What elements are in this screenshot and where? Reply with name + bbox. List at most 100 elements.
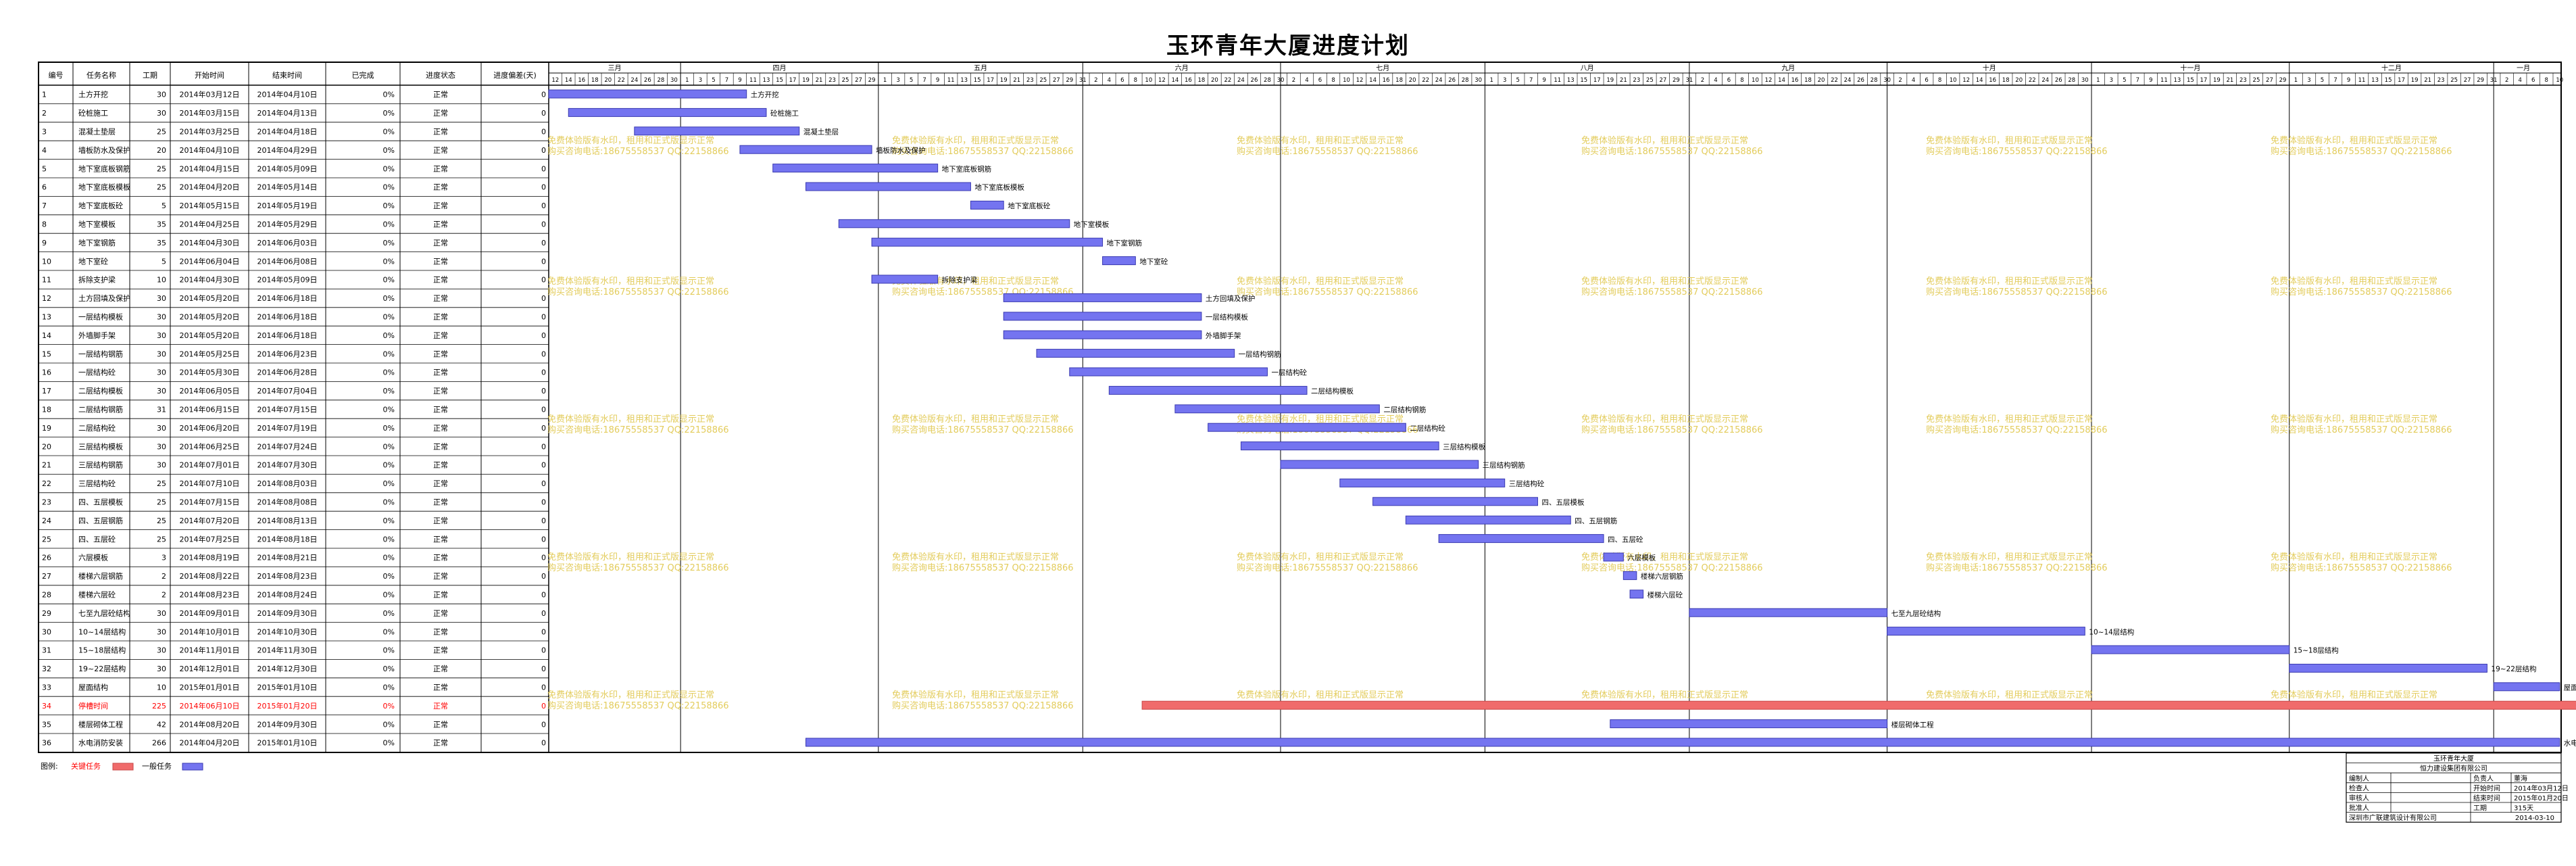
task-done: 0% (383, 739, 395, 748)
task-id: 26 (42, 554, 51, 562)
task-duration: 30 (157, 627, 166, 636)
task-bar[interactable] (1208, 423, 1406, 432)
task-start: 2014年06月04日 (180, 256, 240, 266)
watermark-text: 免费体验版有水印，租用和正式版显示正常 (1581, 414, 1748, 425)
task-done: 0% (383, 294, 395, 303)
day-tick-label: 26 (1251, 77, 1258, 84)
task-bar[interactable] (806, 182, 971, 191)
task-name: 四、五层砼 (78, 535, 116, 544)
task-deviation: 0 (541, 554, 546, 562)
day-tick-label: 17 (987, 77, 994, 84)
task-bar[interactable] (1603, 552, 1624, 562)
task-bar[interactable] (1003, 312, 1202, 321)
task-end: 2014年09月30日 (257, 608, 318, 618)
watermark-text: 购买咨询电话:18675558537 QQ:22158866 (1926, 146, 2108, 157)
bar-label: 二层结构模板 (1311, 387, 1354, 395)
task-bar[interactable] (1108, 385, 1308, 395)
task-duration: 266 (152, 739, 166, 748)
task-deviation: 0 (541, 609, 546, 618)
watermark-text: 免费体验版有水印，租用和正式版显示正常 (547, 414, 714, 425)
task-bar[interactable] (1438, 534, 1604, 544)
page-title: 玉环青年大厦进度计划 (1166, 32, 1410, 59)
day-tick-label: 18 (1804, 77, 1812, 84)
task-done: 0% (383, 406, 395, 414)
task-bar[interactable] (1623, 571, 1637, 580)
task-id: 31 (42, 646, 51, 655)
task-bar[interactable] (838, 219, 1070, 228)
task-end: 2014年08月21日 (257, 553, 318, 562)
watermark-text: 购买咨询电话:18675558537 QQ:22158866 (1237, 562, 1418, 573)
task-start: 2014年04月30日 (180, 238, 240, 247)
day-tick-label: 12 (1356, 77, 1364, 84)
month-label: 十二月 (2381, 64, 2402, 72)
task-bar[interactable] (1405, 515, 1571, 525)
task-start: 2014年04月30日 (180, 275, 240, 285)
task-bar[interactable] (871, 237, 1104, 247)
task-bar[interactable] (806, 738, 2560, 747)
day-tick-label: 18 (1197, 77, 1205, 84)
task-bar[interactable] (1036, 349, 1235, 358)
task-bar[interactable] (1280, 460, 1479, 469)
day-tick-label: 24 (1435, 77, 1443, 84)
task-bar[interactable] (970, 200, 1004, 210)
task-bar[interactable] (548, 89, 747, 99)
day-tick-label: 23 (1633, 77, 1640, 84)
task-name: 楼梯六层砼 (78, 590, 116, 600)
task-start: 2014年06月05日 (180, 386, 240, 395)
day-tick-label: 30 (670, 77, 678, 84)
task-deviation: 0 (541, 164, 546, 173)
task-bar[interactable] (1003, 330, 1202, 339)
task-done: 0% (383, 554, 395, 562)
task-bar[interactable] (568, 107, 767, 117)
watermark-text: 免费体验版有水印，租用和正式版显示正常 (1237, 135, 1404, 146)
task-bar[interactable] (2091, 645, 2290, 654)
watermark-text: 免费体验版有水印，租用和正式版显示正常 (1581, 276, 1748, 287)
task-bar[interactable] (1240, 441, 1439, 451)
task-bar[interactable] (1339, 478, 1506, 487)
day-tick-label: 21 (1620, 77, 1627, 84)
task-status: 正常 (433, 424, 448, 433)
bar-label: 三层结构钢筋 (1483, 461, 1525, 470)
day-tick-label: 12 (1158, 77, 1166, 84)
task-bar[interactable] (871, 274, 939, 284)
watermark-text: 购买咨询电话:18675558537 QQ:22158866 (1581, 425, 1763, 435)
task-bar[interactable] (772, 164, 939, 173)
day-tick-label: 4 (1305, 77, 1308, 84)
task-bar[interactable] (1689, 608, 1888, 617)
task-bar[interactable] (1102, 256, 1136, 266)
task-bar[interactable] (1629, 590, 1644, 599)
task-end: 2014年06月03日 (257, 238, 318, 247)
task-bar[interactable] (1372, 497, 1538, 506)
day-tick-label: 30 (2081, 77, 2089, 84)
task-bar[interactable] (2493, 682, 2560, 692)
task-end: 2014年07月15日 (257, 405, 318, 414)
task-bar[interactable] (739, 145, 872, 154)
day-tick-label: 21 (2227, 77, 2234, 84)
task-bar[interactable] (1887, 627, 2085, 636)
task-bar[interactable] (1174, 404, 1380, 414)
day-tick-label: 30 (1883, 77, 1891, 84)
task-deviation: 0 (541, 498, 546, 507)
task-bar[interactable] (1610, 719, 1888, 729)
task-status: 正常 (433, 146, 448, 155)
task-bar[interactable] (2289, 663, 2487, 673)
day-tick-label: 25 (2450, 77, 2458, 84)
day-tick-label: 25 (2253, 77, 2260, 84)
task-status: 正常 (433, 387, 448, 395)
task-bar[interactable] (634, 126, 800, 136)
day-tick-label: 27 (1053, 77, 1060, 84)
task-status: 正常 (433, 220, 448, 229)
day-tick-label: 13 (763, 77, 770, 84)
task-end: 2014年08月03日 (257, 479, 318, 488)
task-bar[interactable] (1069, 367, 1268, 377)
day-tick-label: 6 (1318, 77, 1322, 84)
day-tick-label: 15 (2187, 77, 2194, 84)
day-tick-label: 14 (565, 77, 572, 84)
task-status: 正常 (433, 406, 448, 414)
task-id: 10 (42, 257, 51, 266)
task-done: 0% (383, 220, 395, 229)
task-bar[interactable] (1003, 293, 1202, 302)
task-bar[interactable] (1141, 700, 2576, 710)
